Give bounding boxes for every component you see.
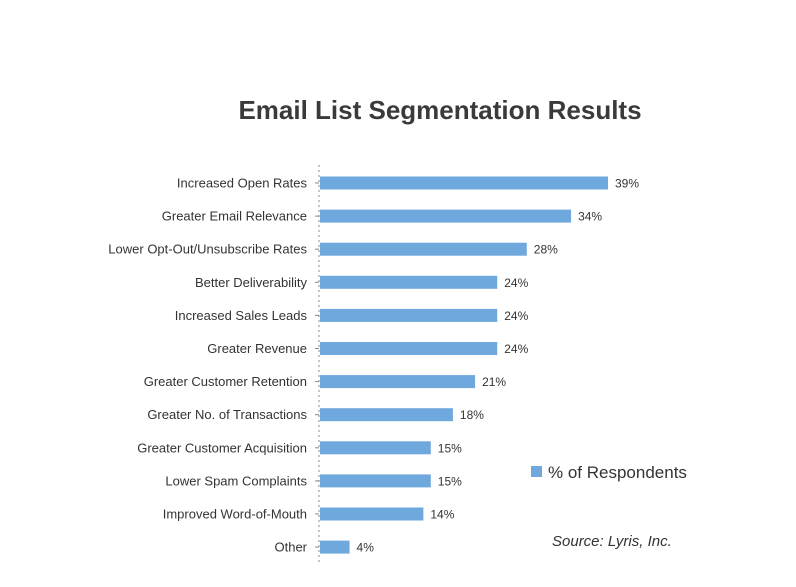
category-label: Greater Email Relevance: [162, 209, 307, 224]
data-label: 34%: [578, 210, 602, 224]
legend-label: % of Respondents: [548, 463, 687, 482]
bar: [320, 540, 350, 554]
bar: [320, 441, 431, 455]
data-label: 24%: [504, 309, 528, 323]
category-label: Increased Sales Leads: [175, 308, 308, 323]
bar: [320, 275, 498, 289]
data-label: 28%: [534, 243, 558, 257]
data-label: 24%: [504, 276, 528, 290]
chart-title: Email List Segmentation Results: [238, 95, 642, 125]
category-label: Other: [274, 540, 307, 555]
bar: [320, 176, 608, 190]
category-label: Greater No. of Transactions: [147, 407, 307, 422]
category-label: Greater Revenue: [207, 341, 307, 356]
data-label: 14%: [430, 508, 454, 522]
category-label: Greater Customer Acquisition: [137, 440, 307, 455]
bar: [320, 375, 476, 389]
category-label: Lower Spam Complaints: [165, 473, 307, 488]
category-label: Better Deliverability: [195, 275, 307, 290]
data-label: 18%: [460, 408, 484, 422]
bar: [320, 308, 498, 322]
data-label: 39%: [615, 177, 639, 191]
bar: [320, 408, 453, 422]
category-label: Increased Open Rates: [177, 176, 308, 191]
source-note: Source: Lyris, Inc.: [552, 533, 672, 550]
bar: [320, 242, 527, 256]
legend-swatch: [531, 466, 542, 477]
bar: [320, 474, 431, 488]
bar: [320, 209, 572, 223]
data-label: 4%: [357, 541, 375, 555]
category-label: Greater Customer Retention: [144, 374, 307, 389]
bar: [320, 342, 498, 355]
bar: [320, 507, 424, 521]
data-label: 24%: [504, 342, 528, 356]
data-label: 15%: [438, 441, 462, 455]
category-label: Lower Opt-Out/Unsubscribe Rates: [108, 242, 307, 257]
category-label: Improved Word-of-Mouth: [163, 507, 307, 522]
data-label: 21%: [482, 375, 506, 389]
data-label: 15%: [438, 474, 462, 488]
